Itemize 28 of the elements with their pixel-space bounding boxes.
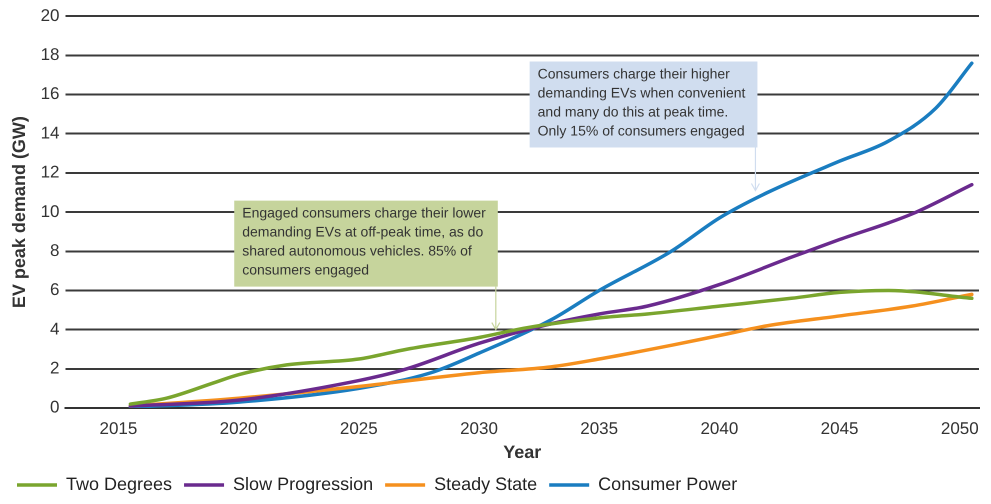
annotation: Consumers charge their higher demanding EVs when convenient and many do this at peak time. Only 15% of consumers engaged <box>538 65 746 138</box>
y-axis-title: EV peak demand (GW) <box>8 116 29 308</box>
annotation: Engaged consumers charge their lower demanding EVs at off-peak time, as do shared autonomous vehicles. 85% of consumers engaged <box>242 204 486 278</box>
x-tick-label: 2045 <box>820 418 858 438</box>
legend-label: Two Degrees <box>66 474 172 494</box>
x-tick-label: 2050 <box>940 418 979 438</box>
line-series <box>128 182 974 408</box>
y-tick-label: 14 <box>40 123 60 142</box>
y-tick-label: 10 <box>40 202 60 221</box>
x-axis-title: Year <box>503 442 542 462</box>
x-tick-label: 2015 <box>99 418 138 438</box>
legend-label: Slow Progression <box>233 474 374 494</box>
y-tick-label: 16 <box>40 84 60 104</box>
x-tick-label: 2040 <box>700 418 738 438</box>
y-tick-label: 18 <box>40 45 60 64</box>
x-tick-label: 2025 <box>340 418 378 438</box>
y-tick-label: 12 <box>40 162 60 182</box>
y-tick-label: 2 <box>50 358 60 378</box>
x-tick-label: 2035 <box>580 418 618 438</box>
y-tick-label: 0 <box>50 398 60 417</box>
y-tick-label: 20 <box>40 6 60 25</box>
y-tick-label: 8 <box>50 240 60 260</box>
x-tick-label: 2020 <box>220 418 258 438</box>
legend-label: Steady State <box>434 474 538 494</box>
legend-label: Consumer Power <box>598 474 738 494</box>
y-tick-label: 6 <box>50 280 60 300</box>
y-tick-label: 4 <box>50 319 60 338</box>
x-tick-label: 2030 <box>460 418 498 438</box>
